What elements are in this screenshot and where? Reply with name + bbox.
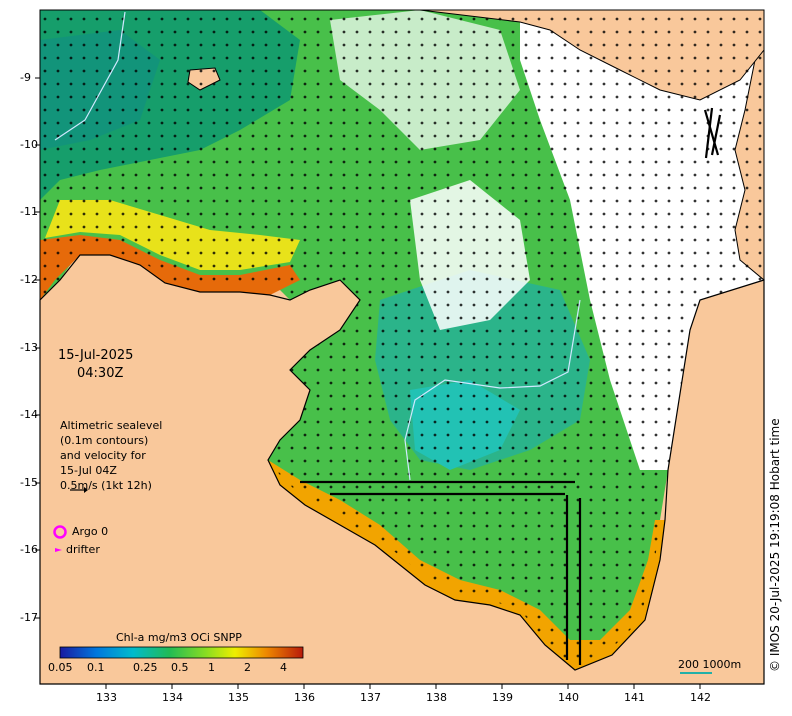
y-tick-label: -11 [20,205,38,218]
colorbar-tick: 0.25 [133,661,158,674]
x-tick-label: 136 [294,691,315,704]
velocity-grid [40,10,764,668]
x-tick-label: 138 [426,691,447,704]
credit-text: © IMOS 20-Jul-2025 19:19:08 Hobart time [768,418,782,672]
x-tick-label: 137 [360,691,381,704]
land-australia [39,254,765,685]
colorbar-tick: 0.1 [87,661,105,674]
y-tick-label: -16 [20,543,38,556]
x-tick-label: 133 [96,691,117,704]
x-tick-label: 135 [228,691,249,704]
legend-line-2: (0.1m contours) [60,434,149,447]
colorbar-tick: 0.05 [48,661,73,674]
map-border [39,9,765,685]
colorbar-tick: 2 [244,661,251,674]
x-tick-label: 139 [492,691,513,704]
y-tick-label: -14 [20,408,38,421]
x-tick-label: 140 [558,691,579,704]
y-tick-label: -17 [20,611,38,624]
legend-velocity-arrowhead [84,487,88,493]
x-tick-label: 142 [690,691,711,704]
argo-label: Argo 0 [72,525,109,538]
map-time: 04:30Z [77,366,124,381]
sealevel-contour [404,299,581,481]
colorbar-tick: 4 [280,661,287,674]
argo-marker [53,525,67,539]
x-tick-label: 141 [624,691,645,704]
y-tick-label: -15 [20,476,38,489]
y-tick-label: -9 [20,71,31,84]
y-tick-label: -10 [20,138,38,151]
x-tick-label: 134 [162,691,183,704]
colorbar [59,646,304,659]
colorbar-title: Chl-a mg/m3 OCi SNPP [116,631,242,644]
colorbar-tick: 0.5 [171,661,189,674]
legend-line-5: 0.5m/s (1kt 12h) [60,479,152,492]
drifter-marker [55,548,62,552]
drifter-label: drifter [66,543,100,556]
scale-label: 200 1000m [678,658,742,671]
current-vectors [300,107,722,665]
map-date: 15-Jul-2025 [58,348,134,363]
legend-line-1: Altimetric sealevel [60,419,163,432]
y-tick-label: -13 [20,341,38,354]
legend-line-3: and velocity for [60,449,146,462]
legend-line-4: 15-Jul 04Z [60,464,117,477]
sealevel-contour-nw [54,11,126,141]
velocity-legend: Altimetric sealevel (0.1m contours) and … [60,418,162,493]
y-tick-label: -12 [20,273,38,286]
axis-ticks [35,77,701,689]
colorbar-tick: 1 [208,661,215,674]
